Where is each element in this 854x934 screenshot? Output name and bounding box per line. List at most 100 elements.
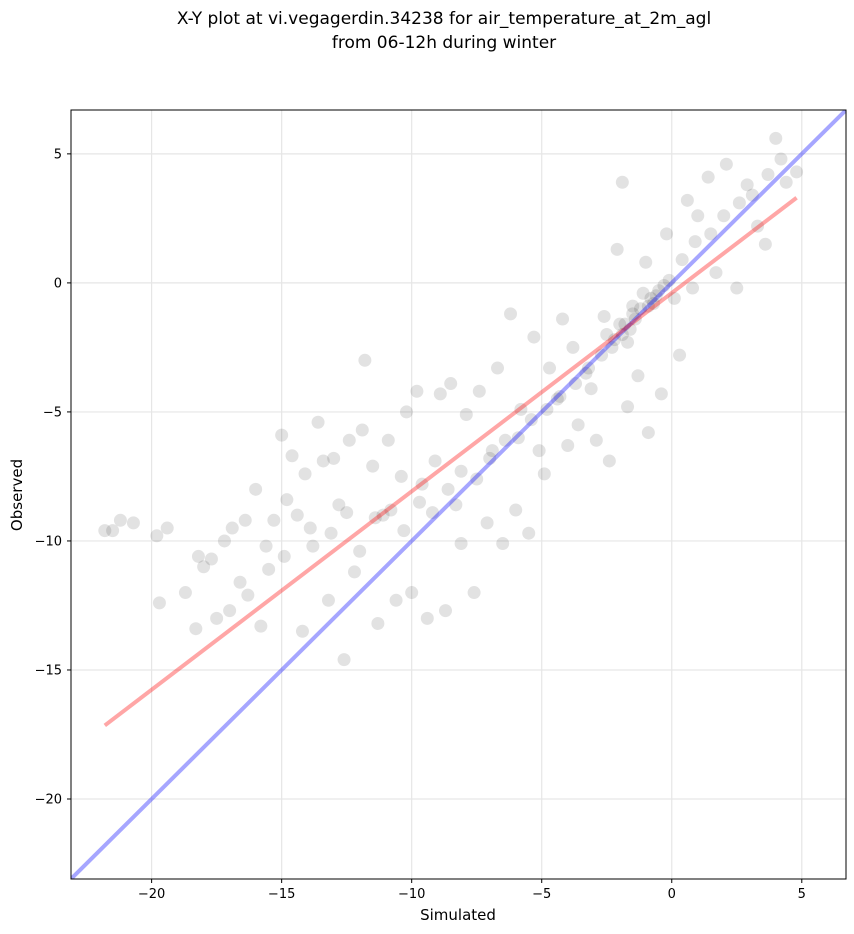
x-axis-label: Simulated xyxy=(420,906,496,924)
data-point xyxy=(454,464,468,478)
data-point xyxy=(191,549,205,563)
data-point xyxy=(675,253,689,267)
data-point xyxy=(540,402,554,416)
data-point xyxy=(550,392,564,406)
data-point xyxy=(680,193,694,207)
data-point xyxy=(332,498,346,512)
data-point xyxy=(751,219,765,233)
data-point xyxy=(704,227,718,241)
data-point xyxy=(425,506,439,520)
data-point xyxy=(639,255,653,269)
data-point xyxy=(644,291,658,305)
data-point xyxy=(579,366,593,380)
data-point xyxy=(371,617,385,631)
data-point xyxy=(623,322,637,336)
x-tick-label: −15 xyxy=(268,887,295,902)
data-point xyxy=(405,586,419,600)
data-point xyxy=(415,477,429,491)
data-point xyxy=(626,299,640,313)
y-tick-label: 5 xyxy=(54,147,62,162)
data-point xyxy=(311,415,325,429)
data-point xyxy=(355,423,369,437)
data-point xyxy=(610,242,624,256)
data-point xyxy=(498,433,512,447)
regression-line xyxy=(103,196,798,728)
data-point xyxy=(662,273,676,287)
data-point xyxy=(485,444,499,458)
data-point xyxy=(621,400,635,414)
data-point xyxy=(483,451,497,465)
data-point xyxy=(600,328,614,342)
data-point xyxy=(298,467,312,481)
data-point xyxy=(259,539,273,553)
chart-subtitle: from 06-12h during winter xyxy=(332,33,556,53)
data-point xyxy=(412,495,426,509)
data-point xyxy=(709,266,723,280)
x-axis-ticks: −20 −15 −10 −5 0 5 xyxy=(138,879,806,902)
data-point xyxy=(150,529,164,543)
data-point xyxy=(238,513,252,527)
data-point xyxy=(316,454,330,468)
data-point xyxy=(758,237,772,251)
data-point xyxy=(615,175,629,189)
data-point xyxy=(233,575,247,589)
data-point xyxy=(303,521,317,535)
x-tick-label: 0 xyxy=(668,887,676,902)
data-point xyxy=(652,284,666,298)
data-point xyxy=(353,544,367,558)
data-point xyxy=(556,312,570,326)
y-tick-label: −15 xyxy=(35,663,62,678)
data-point xyxy=(618,317,632,331)
data-point xyxy=(262,562,276,576)
y-axis-label: Observed xyxy=(8,459,26,531)
data-point xyxy=(449,498,463,512)
data-point xyxy=(626,307,640,321)
data-point xyxy=(472,384,486,398)
data-point xyxy=(621,335,635,349)
data-point xyxy=(394,469,408,483)
data-point xyxy=(126,516,140,530)
data-point xyxy=(98,524,112,538)
data-point xyxy=(197,560,211,574)
plot-frame xyxy=(70,109,847,880)
data-point xyxy=(774,152,788,166)
data-point xyxy=(686,281,700,295)
data-point xyxy=(480,516,494,530)
data-point xyxy=(566,340,580,354)
data-point xyxy=(285,449,299,463)
data-point xyxy=(657,278,671,292)
data-point xyxy=(433,387,447,401)
y-tick-label: −5 xyxy=(43,405,62,420)
scatter-points xyxy=(98,131,804,667)
data-point xyxy=(561,438,575,452)
data-point xyxy=(595,348,609,362)
chart-title: X-Y plot at vi.vegagerdin.34238 for air_… xyxy=(177,9,711,29)
data-point xyxy=(631,369,645,383)
data-point xyxy=(532,444,546,458)
data-point xyxy=(667,291,681,305)
y-tick-label: −20 xyxy=(35,793,62,808)
data-point xyxy=(467,586,481,600)
data-point xyxy=(178,586,192,600)
data-point xyxy=(641,426,655,440)
data-point xyxy=(376,508,390,522)
data-point xyxy=(537,467,551,481)
data-point xyxy=(160,521,174,535)
data-point xyxy=(628,312,642,326)
data-point xyxy=(553,389,567,403)
grid xyxy=(71,110,846,879)
data-point xyxy=(327,451,341,465)
data-point xyxy=(459,408,473,422)
data-point xyxy=(441,482,455,496)
data-point xyxy=(569,377,583,391)
data-point xyxy=(470,472,484,486)
data-point xyxy=(280,493,294,507)
data-point xyxy=(511,431,525,445)
x-tick-label: −5 xyxy=(532,887,551,902)
data-point xyxy=(732,196,746,210)
data-point xyxy=(740,178,754,192)
y-tick-label: 0 xyxy=(54,276,62,291)
data-point xyxy=(295,624,309,638)
data-point xyxy=(641,299,655,313)
